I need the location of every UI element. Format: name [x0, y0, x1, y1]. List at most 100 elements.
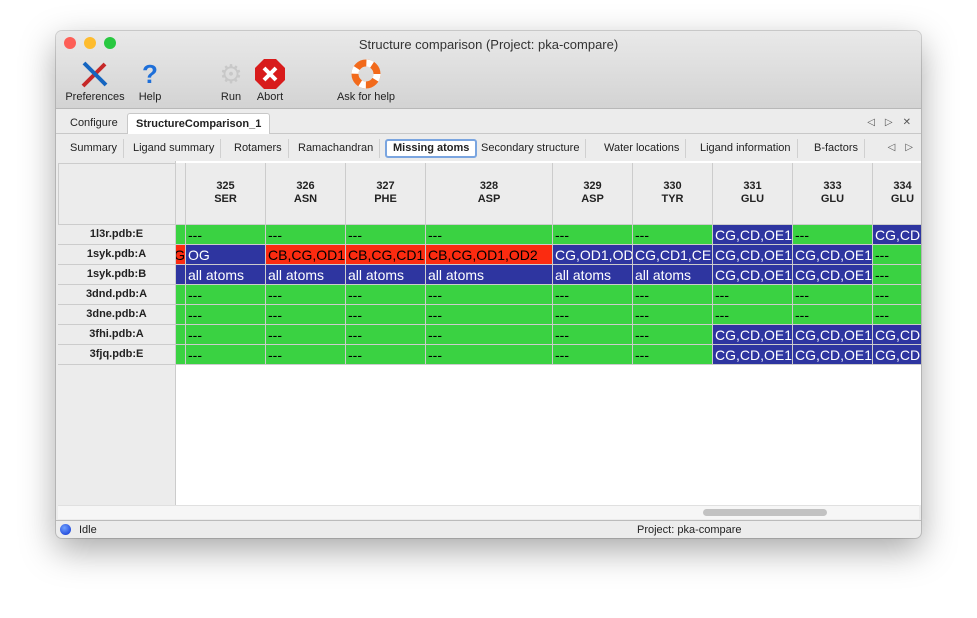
table-cell[interactable]: ---	[186, 285, 266, 305]
table-cell[interactable]: ---	[553, 225, 633, 245]
row-header[interactable]: 1l3r.pdb:E	[58, 225, 176, 245]
horizontal-scrollbar[interactable]	[58, 505, 919, 519]
column-header[interactable]: 326 ASN	[266, 163, 346, 225]
table-cell[interactable]: all atoms	[553, 265, 633, 285]
table-cell[interactable]: CG,CD	[873, 325, 921, 345]
table-cell[interactable]: ---	[266, 305, 346, 325]
table-cell[interactable]: ---	[346, 325, 426, 345]
table-cell[interactable]: ---	[793, 225, 873, 245]
tab-scroll-left-icon[interactable]: ◁	[867, 117, 875, 128]
table-cell[interactable]: ---	[426, 285, 553, 305]
minimize-window-button[interactable]	[84, 37, 96, 49]
table-cell[interactable]: ---	[633, 345, 713, 365]
tab-b-factors[interactable]: B-factors	[808, 139, 866, 158]
table-cell[interactable]: ---	[426, 345, 553, 365]
row-header[interactable]: 1syk.pdb:B	[58, 265, 176, 285]
table-cell[interactable]	[176, 325, 186, 345]
table-cell[interactable]: CB,CG,OD1,OD2	[426, 245, 553, 265]
tab-ligand-information[interactable]: Ligand information	[694, 139, 798, 158]
table-cell[interactable]: ---	[873, 305, 921, 325]
table-cell[interactable]: CG,CD,OE1	[713, 265, 793, 285]
column-header[interactable]: 328 ASP	[426, 163, 553, 225]
table-cell[interactable]: all atoms	[426, 265, 553, 285]
scrollbar-thumb[interactable]	[703, 509, 827, 516]
tab-scroll-right-icon[interactable]: ▷	[884, 117, 893, 128]
row-header[interactable]: 1syk.pdb:A	[58, 245, 176, 265]
table-cell[interactable]: all atoms	[266, 265, 346, 285]
table-cell[interactable]: ---	[266, 345, 346, 365]
table-cell[interactable]: CG,CD,OE1	[793, 265, 873, 285]
table-cell[interactable]: ---	[266, 325, 346, 345]
table-cell[interactable]: ---	[186, 305, 266, 325]
table-cell[interactable]: ---	[553, 345, 633, 365]
table-cell[interactable]: CG,CD,OE1	[713, 325, 793, 345]
table-cell[interactable]: ---	[633, 325, 713, 345]
subtab-scroll-right-icon[interactable]: ▷	[905, 142, 913, 153]
table-cell[interactable]: ---	[633, 285, 713, 305]
table-cell[interactable]: CG,OD1,OD	[553, 245, 633, 265]
table-cell[interactable]: CB,CG,OD1	[266, 245, 346, 265]
table-cell[interactable]: ---	[186, 325, 266, 345]
ask-for-help-button[interactable]: Ask for help	[332, 57, 400, 103]
table-cell[interactable]: ---	[426, 225, 553, 245]
table-cell[interactable]: CG,CD	[873, 225, 921, 245]
row-header[interactable]: 3fjq.pdb:E	[58, 345, 176, 365]
table-cell[interactable]: ---	[346, 225, 426, 245]
table-cell[interactable]: CB,CG,CD1	[346, 245, 426, 265]
table-cell[interactable]: CG,CD,OE1	[793, 345, 873, 365]
column-header[interactable]: 325 SER	[186, 163, 266, 225]
column-header[interactable]: 331 GLU	[713, 163, 793, 225]
tab-water-locations[interactable]: Water locations	[598, 139, 687, 158]
table-cell[interactable]: ---	[426, 325, 553, 345]
column-header[interactable]: 329 ASP	[553, 163, 633, 225]
table-cell[interactable]: OG	[186, 245, 266, 265]
column-header[interactable]: 330 TYR	[633, 163, 713, 225]
column-header[interactable]	[176, 163, 186, 225]
tab-ligand-summary[interactable]: Ligand summary	[127, 139, 222, 158]
column-header[interactable]: 327 PHE	[346, 163, 426, 225]
table-cell[interactable]: ---	[553, 285, 633, 305]
preferences-button[interactable]: Preferences	[62, 57, 128, 103]
table-cell[interactable]: CG,CD1,CE	[633, 245, 713, 265]
table-cell[interactable]: ---	[553, 325, 633, 345]
column-header[interactable]: 334 GLU	[873, 163, 921, 225]
table-cell[interactable]: CG,CD,OE1	[713, 245, 793, 265]
table-cell[interactable]: ---	[633, 225, 713, 245]
table-cell[interactable]: ---	[346, 285, 426, 305]
table-cell[interactable]: ---	[633, 305, 713, 325]
table-cell[interactable]: ---	[873, 265, 921, 285]
table-cell[interactable]: ---	[713, 305, 793, 325]
tab-rotamers[interactable]: Rotamers	[228, 139, 289, 158]
table-cell[interactable]	[176, 285, 186, 305]
table-cell[interactable]: CG,CD,OE1	[713, 345, 793, 365]
row-header[interactable]: 3fhi.pdb:A	[58, 325, 176, 345]
table-cell[interactable]: ---	[553, 305, 633, 325]
abort-button[interactable]: Abort	[252, 57, 288, 103]
run-button[interactable]: ⚙ Run	[214, 57, 248, 104]
table-cell[interactable]: all atoms	[346, 265, 426, 285]
table-cell[interactable]	[176, 305, 186, 325]
table-cell[interactable]: ---	[266, 225, 346, 245]
column-header[interactable]: 333 GLU	[793, 163, 873, 225]
table-cell[interactable]: G	[176, 245, 186, 265]
table-cell[interactable]	[176, 345, 186, 365]
table-cell[interactable]: ---	[346, 305, 426, 325]
table-cell[interactable]: CG,CD	[873, 345, 921, 365]
table-cell[interactable]: ---	[266, 285, 346, 305]
table-cell[interactable]: ---	[186, 345, 266, 365]
tab-secondary-structure[interactable]: Secondary structure	[475, 139, 587, 158]
table-cell[interactable]	[176, 225, 186, 245]
table-cell[interactable]: ---	[793, 305, 873, 325]
table-cell[interactable]: ---	[346, 345, 426, 365]
tab-ramachandran[interactable]: Ramachandran	[292, 139, 381, 158]
subtab-scroll-left-icon[interactable]: ◁	[887, 142, 896, 153]
zoom-window-button[interactable]	[104, 37, 116, 49]
table-cell[interactable]: ---	[186, 225, 266, 245]
tab-structurecomparison-1[interactable]: StructureComparison_1	[127, 113, 271, 134]
tab-missing-atoms[interactable]: Missing atoms	[385, 139, 478, 158]
table-cell[interactable]: ---	[426, 305, 553, 325]
table-cell[interactable]: all atoms	[633, 265, 713, 285]
close-window-button[interactable]	[64, 37, 76, 49]
row-header[interactable]: 3dnd.pdb:A	[58, 285, 176, 305]
table-cell[interactable]: ---	[873, 245, 921, 265]
